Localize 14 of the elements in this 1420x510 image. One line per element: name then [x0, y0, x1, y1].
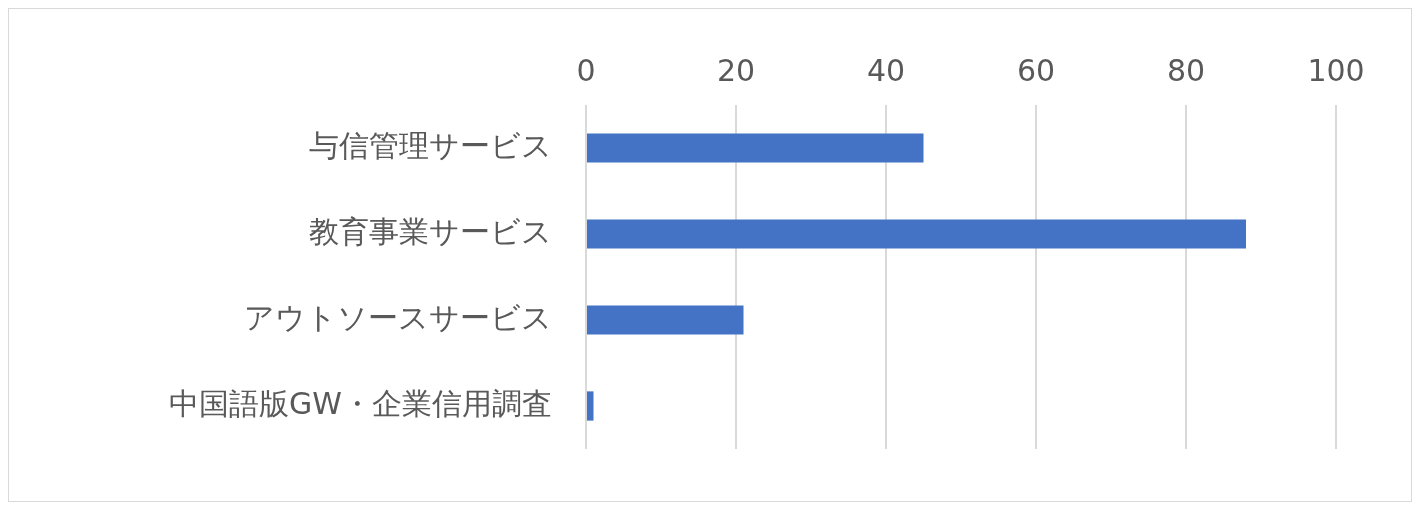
x-tick-label: 0	[576, 52, 596, 88]
y-tick-label: 中国語版GW・企業信用調査	[169, 385, 552, 421]
bar	[587, 219, 1246, 249]
x-tick-label: 100	[1307, 52, 1365, 88]
bar	[587, 391, 594, 421]
bar	[587, 305, 744, 335]
x-tick-label: 20	[716, 52, 756, 88]
x-tick-label: 40	[866, 52, 906, 88]
y-tick-label: 与信管理サービス	[309, 127, 552, 163]
x-tick-label: 60	[1016, 52, 1056, 88]
y-tick-label: アウトソースサービス	[244, 299, 552, 335]
bar	[587, 133, 924, 163]
y-tick-label: 教育事業サービス	[309, 213, 552, 249]
x-tick-label: 80	[1166, 52, 1206, 88]
